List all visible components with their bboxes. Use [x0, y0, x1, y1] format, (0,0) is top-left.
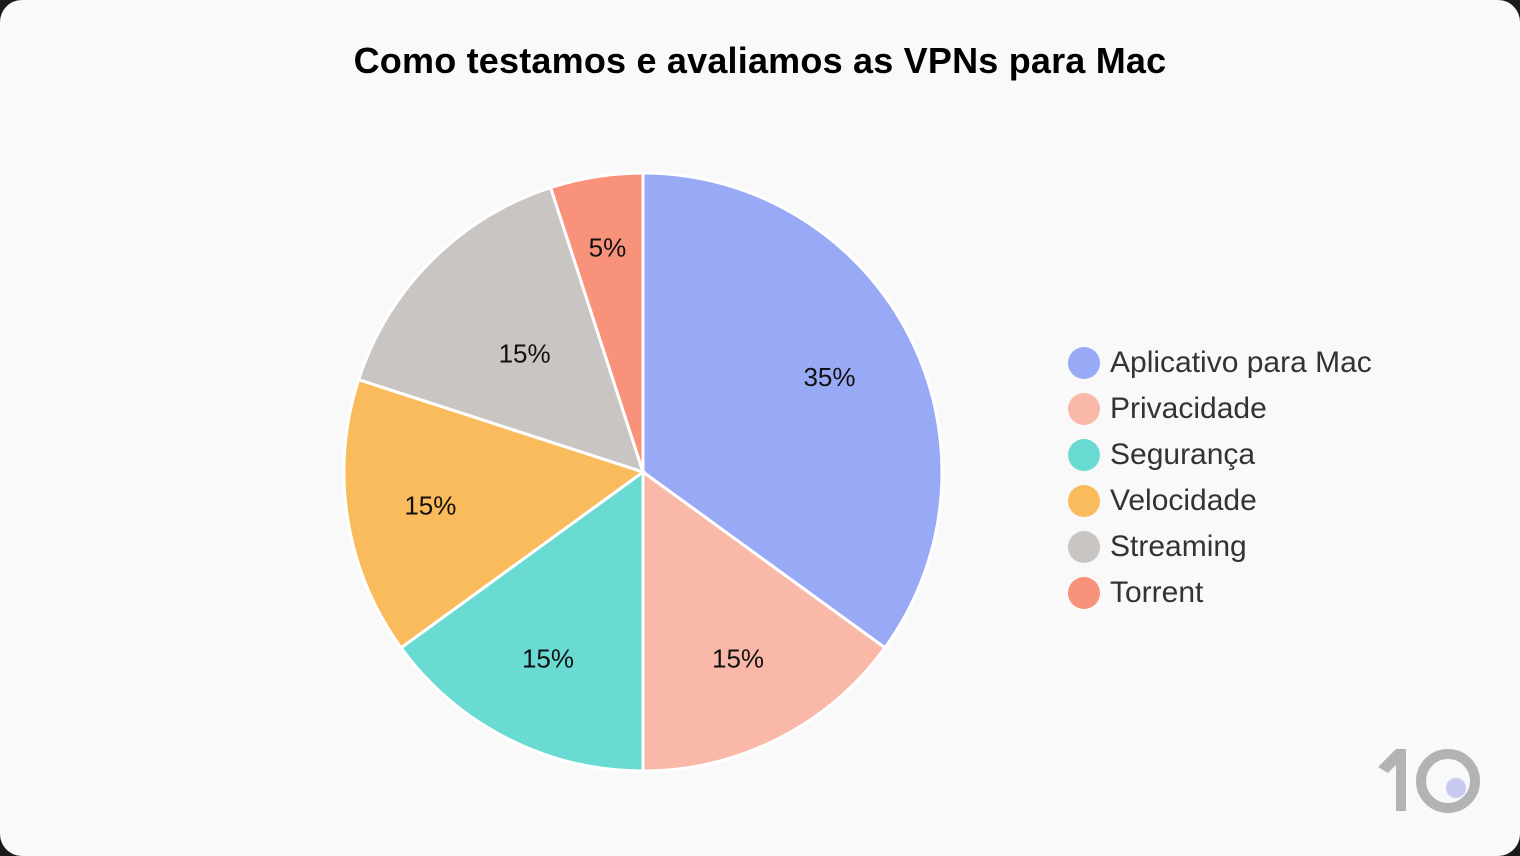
legend-item: Streaming — [1068, 524, 1372, 570]
pie-slice-torrent — [548, 171, 645, 473]
legend-item: Privacidade — [1068, 386, 1372, 432]
pie-slice-aplicativo-para-mac — [641, 171, 944, 650]
legend-swatch-icon — [1068, 347, 1100, 379]
legend-swatch-icon — [1068, 485, 1100, 517]
pie-slice-streaming — [356, 185, 646, 475]
legend-swatch-icon — [1068, 393, 1100, 425]
logo-one-glyph — [1378, 749, 1406, 811]
pie-labels: 35% 15% 15% 15% 15% 5% — [404, 233, 855, 674]
pie-slices — [342, 171, 944, 773]
legend-label: Streaming — [1110, 530, 1247, 563]
logo-dot-icon — [1446, 778, 1466, 798]
legend-swatch-icon — [1068, 439, 1100, 471]
legend-item: Torrent — [1068, 570, 1372, 616]
legend: Aplicativo para Mac Privacidade Segurança V… — [1068, 340, 1372, 616]
chart-title: Como testamos e avaliamos as VPNs para M… — [353, 40, 1167, 81]
legend-swatch-icon — [1068, 577, 1100, 609]
slice-value-label: 15% — [712, 643, 764, 673]
legend-item: Segurança — [1068, 432, 1372, 478]
slice-value-label: 15% — [522, 643, 574, 673]
legend-item: Aplicativo para Mac — [1068, 340, 1372, 386]
pie-slice-velocidade — [342, 377, 647, 650]
logo-zero-glyph — [1416, 749, 1480, 813]
slice-value-label: 15% — [499, 339, 551, 369]
legend-label: Torrent — [1110, 576, 1204, 609]
legend-label: Privacidade — [1110, 392, 1267, 425]
legend-label: Aplicativo para Mac — [1110, 346, 1372, 379]
slice-value-label: 15% — [404, 491, 456, 521]
legend-swatch-icon — [1068, 531, 1100, 563]
slice-value-label: 5% — [589, 233, 627, 263]
legend-label: Velocidade — [1110, 484, 1257, 517]
slice-value-label: 35% — [803, 362, 855, 392]
legend-label: Segurança — [1110, 438, 1256, 471]
brand-logo — [1378, 749, 1480, 813]
pie-slice-seguran-a — [399, 469, 645, 773]
pie-slice-privacidade — [641, 469, 887, 773]
legend-item: Velocidade — [1068, 478, 1372, 524]
